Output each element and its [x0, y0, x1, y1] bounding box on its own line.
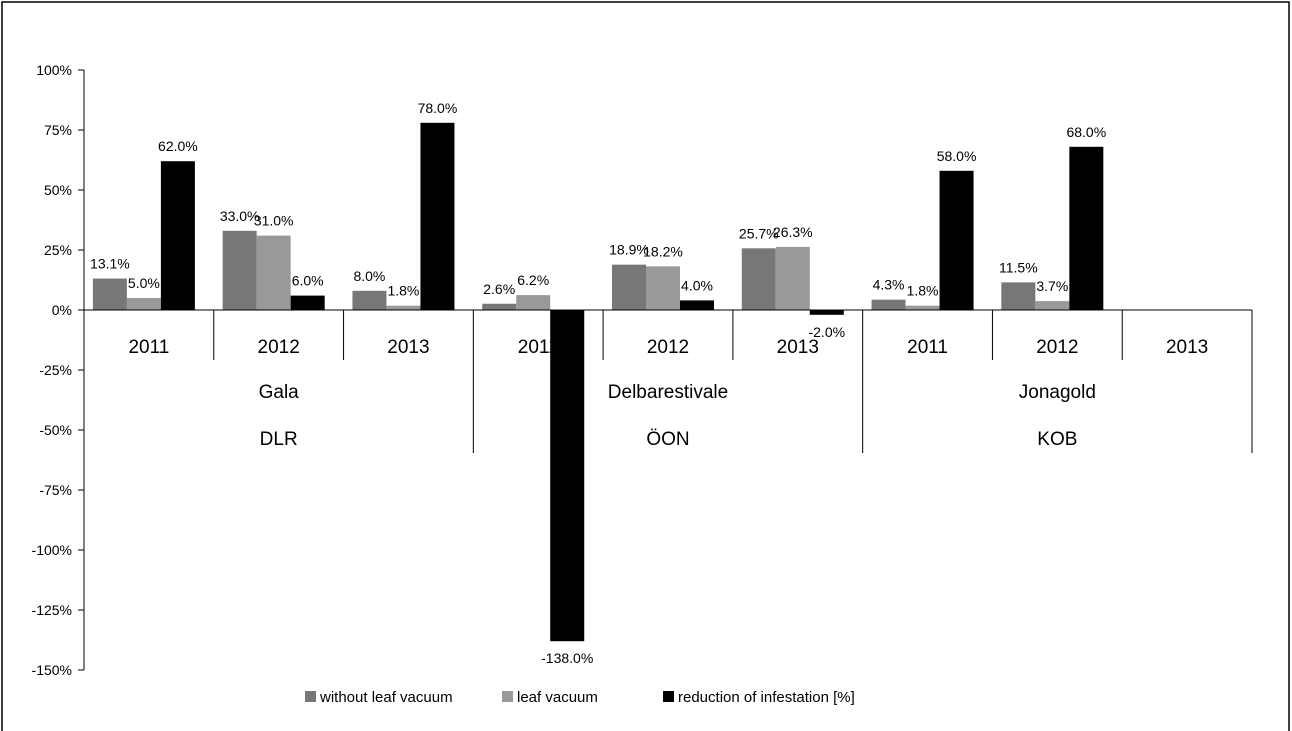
- x-group-label: KOB: [1037, 429, 1077, 450]
- y-tick-label: -50%: [39, 422, 72, 438]
- legend-item: reduction of infestation [%]: [663, 689, 855, 706]
- x-tick-label: 2013: [777, 337, 819, 358]
- bar: [1001, 282, 1036, 310]
- data-label: 1.8%: [907, 283, 939, 299]
- legend-swatch: [502, 691, 513, 702]
- data-label: 5.0%: [128, 275, 160, 291]
- x-tick-label: 2012: [647, 337, 689, 358]
- bar: [420, 122, 455, 310]
- y-tick-label: -125%: [32, 602, 72, 618]
- data-label: -2.0%: [808, 324, 845, 340]
- data-label: 26.3%: [773, 224, 813, 240]
- bar: [482, 303, 517, 310]
- bar: [646, 266, 680, 310]
- data-label: 6.2%: [517, 272, 549, 288]
- legend-label: leaf vacuum: [517, 689, 598, 706]
- x-group-label: DLR: [260, 429, 298, 450]
- y-tick-label: -25%: [39, 362, 72, 378]
- data-label: 4.0%: [681, 277, 713, 293]
- bar: [386, 305, 421, 310]
- data-label: 31.0%: [254, 213, 294, 229]
- x-group-label: Gala: [259, 382, 300, 403]
- x-tick-label: 2011: [518, 337, 559, 358]
- bar: [516, 295, 551, 310]
- x-tick-label: 2012: [1036, 337, 1078, 358]
- data-label: 6.0%: [292, 273, 324, 289]
- x-axis: 2011 2012 2013 2011 2012 2013 2011 2012 2013 Gala…: [83, 309, 1253, 453]
- bar: [1035, 301, 1070, 310]
- data-label: 3.7%: [1036, 278, 1068, 294]
- x-group-label: Delbarestivale: [608, 382, 728, 403]
- bar: [871, 299, 906, 310]
- data-label: 25.7%: [739, 225, 779, 241]
- bar: [160, 161, 195, 310]
- y-tick-label: 25%: [44, 242, 72, 258]
- data-label: 8.0%: [353, 268, 385, 284]
- bar: [741, 248, 776, 310]
- legend: without leaf vacuum leaf vacuum reduction …: [305, 689, 855, 706]
- x-tick-label: 2011: [128, 337, 169, 358]
- y-tick-label: 100%: [36, 62, 72, 78]
- bar: [352, 290, 387, 310]
- bar: [256, 235, 291, 310]
- data-label: 33.0%: [220, 208, 260, 224]
- x-group-label: Jonagold: [1019, 382, 1096, 403]
- bar: [92, 278, 127, 310]
- bar: [775, 246, 810, 310]
- bar: [680, 300, 714, 310]
- bar: [809, 310, 844, 315]
- data-label: 68.0%: [1066, 124, 1106, 140]
- data-label: 2.6%: [483, 281, 515, 297]
- bar: [550, 310, 585, 642]
- y-tick-label: 0%: [52, 302, 72, 318]
- legend-swatch: [663, 691, 674, 702]
- bar: [939, 170, 974, 310]
- bars: [92, 122, 1104, 642]
- bar: [905, 305, 940, 310]
- bar: [290, 295, 325, 310]
- data-label: 18.9%: [609, 242, 649, 258]
- data-label: 11.5%: [999, 259, 1038, 275]
- legend-item: without leaf vacuum: [305, 689, 453, 706]
- x-tick-label: 2011: [907, 337, 948, 358]
- bar: [126, 298, 161, 310]
- data-label: 78.0%: [418, 100, 458, 116]
- data-label: 18.2%: [643, 243, 683, 259]
- data-label: 4.3%: [873, 277, 905, 293]
- legend-item: leaf vacuum: [502, 689, 598, 706]
- x-tick-label: 2013: [1166, 337, 1208, 358]
- bar: [222, 230, 257, 310]
- data-label: 58.0%: [937, 148, 977, 164]
- y-tick-label: 75%: [44, 122, 72, 138]
- data-label: 62.0%: [158, 138, 198, 154]
- y-tick-label: -150%: [32, 662, 72, 678]
- bar-labels: 13.1% 33.0% 8.0% 2.6% 18.9% 25.7% 4.3% 11.5% 5.0…: [90, 100, 1106, 666]
- x-tick-label: 2012: [258, 337, 300, 358]
- y-tick-label: -100%: [32, 542, 72, 558]
- legend-swatch: [305, 691, 316, 702]
- y-axis: 100% 75% 50% 25% 0% -25% -50% -75% -100% -125% -15…: [32, 62, 85, 678]
- bar: [1069, 146, 1104, 310]
- data-label: 13.1%: [90, 256, 130, 272]
- data-label: 1.8%: [387, 283, 419, 299]
- x-tick-label: 2013: [387, 337, 429, 358]
- data-label: -138.0%: [541, 650, 593, 666]
- legend-label: reduction of infestation [%]: [678, 689, 855, 706]
- legend-label: without leaf vacuum: [319, 689, 453, 706]
- y-tick-label: -75%: [39, 482, 72, 498]
- bar: [612, 264, 646, 310]
- y-tick-label: 50%: [44, 182, 72, 198]
- x-group-label: ÖON: [646, 429, 689, 450]
